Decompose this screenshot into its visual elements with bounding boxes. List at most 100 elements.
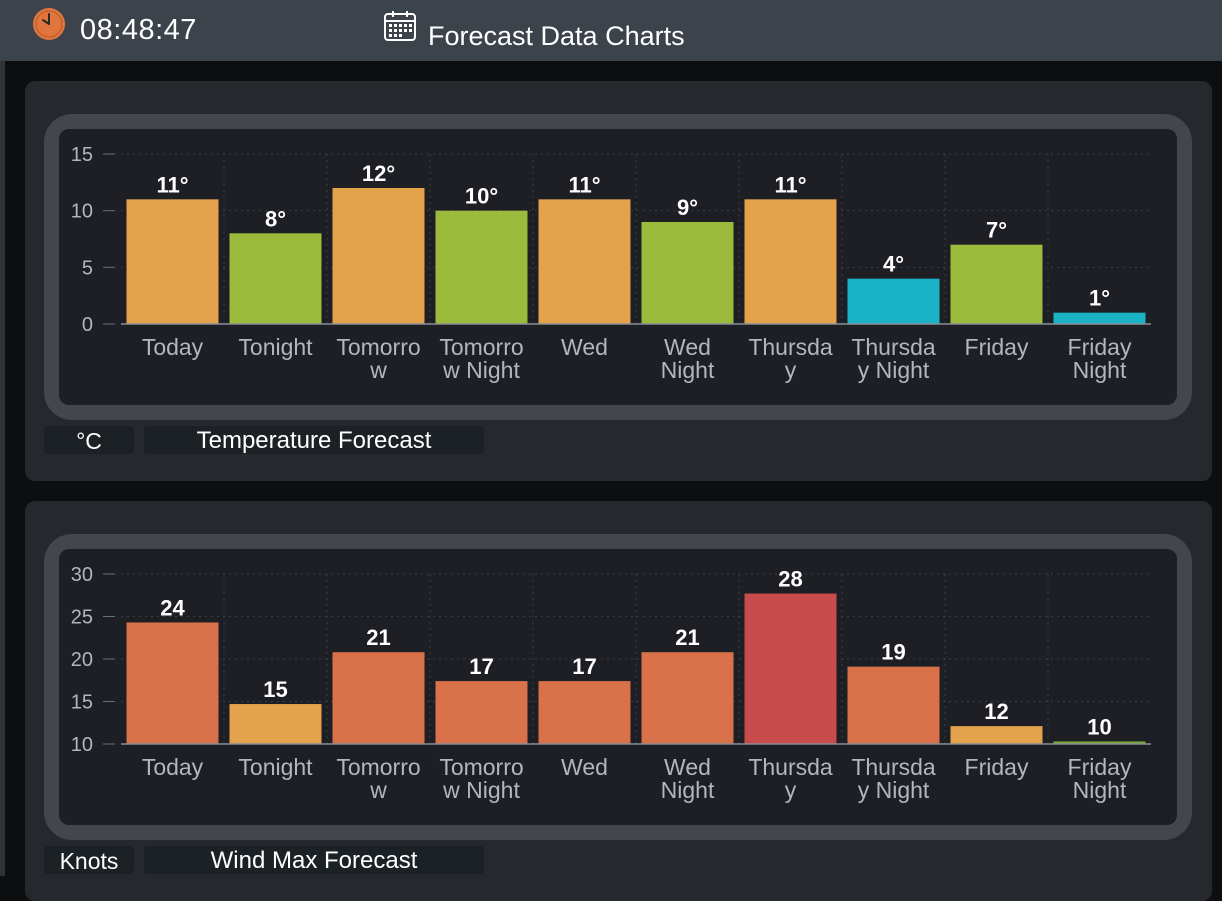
- x-tick-line: Night: [1073, 777, 1127, 803]
- x-tick-line: Thursda: [748, 334, 833, 360]
- x-tick-line: y Night: [858, 357, 930, 383]
- x-tick-label: Friday Night: [1068, 754, 1132, 803]
- y-tick-label: 25: [71, 607, 93, 629]
- x-tick-line: Today: [142, 754, 204, 780]
- x-tick-line: y Night: [858, 777, 930, 803]
- x-tick-line: Night: [1073, 357, 1127, 383]
- clock-icon: [33, 8, 65, 40]
- bar-value-label: 4°: [883, 252, 904, 277]
- x-tick-label: Thursda y: [748, 334, 833, 383]
- bar: [435, 210, 528, 324]
- x-tick-line: Friday: [1068, 754, 1132, 780]
- bar: [126, 199, 219, 324]
- bar-value-label: 17: [469, 654, 493, 679]
- bar-value-label: 7°: [986, 218, 1007, 243]
- bar: [332, 188, 425, 324]
- x-tick-label: Today: [142, 334, 204, 360]
- x-tick-line: Today: [142, 334, 204, 360]
- x-tick-line: Tonight: [238, 334, 313, 360]
- bar-value-label: 8°: [265, 206, 286, 231]
- bar-value-label: 21: [366, 625, 390, 650]
- bar: [744, 593, 837, 744]
- x-tick-line: y: [785, 777, 797, 803]
- x-tick-line: Tomorro: [439, 334, 523, 360]
- bar: [744, 199, 837, 324]
- y-tick-label: 15: [71, 144, 93, 166]
- bar: [435, 681, 528, 744]
- bar: [950, 726, 1043, 744]
- bar: [847, 666, 940, 744]
- bar-value-label: 21: [675, 625, 699, 650]
- x-tick-line: Tomorro: [336, 334, 420, 360]
- x-tick-line: Night: [661, 777, 715, 803]
- x-tick-label: Thursda y Night: [851, 334, 936, 383]
- x-tick-line: Wed: [664, 754, 711, 780]
- x-tick-label: Tonight: [238, 334, 313, 360]
- wind-chart-area: 10 15 20 25 30 24 Today 15 Tonight 21 Tomorro w 17 To…: [59, 549, 1177, 825]
- temperature-chart-frame: 0 5 10 15 11° Today 8° Tonight 12° Tomorro w 10° Tom…: [44, 114, 1192, 420]
- left-edge-strip: [0, 61, 5, 876]
- bar-value-label: 12: [984, 699, 1008, 724]
- bar-value-label: 1°: [1089, 286, 1110, 311]
- x-tick-label: Tomorro w Night: [439, 334, 523, 383]
- bar-value-label: 19: [881, 640, 905, 665]
- bar-value-label: 17: [572, 654, 596, 679]
- temperature-panel: 0 5 10 15 11° Today 8° Tonight 12° Tomorro w 10° Tom…: [25, 81, 1212, 481]
- bar-value-label: 9°: [677, 195, 698, 220]
- x-tick-line: Wed: [561, 754, 608, 780]
- x-tick-line: Tomorro: [439, 754, 523, 780]
- bar-value-label: 11°: [568, 172, 600, 197]
- bar: [332, 652, 425, 744]
- calendar-icon: [384, 11, 416, 41]
- x-tick-label: Tomorro w: [336, 334, 420, 383]
- bar: [229, 704, 322, 744]
- bar: [229, 233, 322, 324]
- x-tick-line: w Night: [442, 357, 520, 383]
- bar-value-label: 28: [778, 567, 802, 592]
- y-tick-label: 30: [71, 564, 93, 586]
- bar: [641, 222, 734, 324]
- wind-chart-title: Wind Max Forecast: [144, 846, 484, 874]
- x-tick-line: Tomorro: [336, 754, 420, 780]
- x-tick-line: w Night: [442, 777, 520, 803]
- page-title: Forecast Data Charts: [428, 21, 685, 51]
- clock-time: 08:48:47: [80, 14, 197, 46]
- x-tick-label: Friday: [965, 754, 1029, 780]
- x-tick-label: Wed: [561, 334, 608, 360]
- bar: [1053, 741, 1146, 744]
- bar: [847, 278, 940, 324]
- x-tick-line: Thursda: [851, 334, 936, 360]
- x-tick-label: Friday Night: [1068, 334, 1132, 383]
- x-tick-label: Tomorro w: [336, 754, 420, 803]
- x-tick-line: Night: [661, 357, 715, 383]
- x-tick-line: Thursda: [748, 754, 833, 780]
- x-tick-label: Friday: [965, 334, 1029, 360]
- bar-value-label: 10: [1087, 714, 1111, 739]
- bar-value-label: 10°: [465, 184, 498, 209]
- bar: [1053, 312, 1146, 324]
- bar: [641, 652, 734, 744]
- temperature-chart-title: Temperature Forecast: [144, 426, 484, 454]
- bar-value-label: 11°: [774, 172, 806, 197]
- y-tick-label: 10: [71, 201, 93, 223]
- x-tick-line: Friday: [965, 334, 1029, 360]
- x-tick-label: Tomorro w Night: [439, 754, 523, 803]
- y-tick-label: 20: [71, 649, 93, 671]
- temperature-chart-area: 0 5 10 15 11° Today 8° Tonight 12° Tomorro w 10° Tom…: [59, 129, 1177, 405]
- y-tick-label: 0: [82, 314, 93, 336]
- y-tick-label: 15: [71, 692, 93, 714]
- bar-value-label: 15: [263, 677, 287, 702]
- x-tick-label: Tonight: [238, 754, 313, 780]
- bar: [538, 681, 631, 744]
- temperature-unit-label: °C: [44, 426, 134, 454]
- x-tick-label: Wed Night: [661, 334, 715, 383]
- x-tick-line: Wed: [664, 334, 711, 360]
- wind-panel: 10 15 20 25 30 24 Today 15 Tonight 21 Tomorro w 17 To…: [25, 501, 1212, 901]
- x-tick-line: Friday: [1068, 334, 1132, 360]
- x-tick-line: Tonight: [238, 754, 313, 780]
- x-tick-line: w: [369, 357, 387, 383]
- x-tick-label: Thursda y Night: [851, 754, 936, 803]
- x-tick-line: Friday: [965, 754, 1029, 780]
